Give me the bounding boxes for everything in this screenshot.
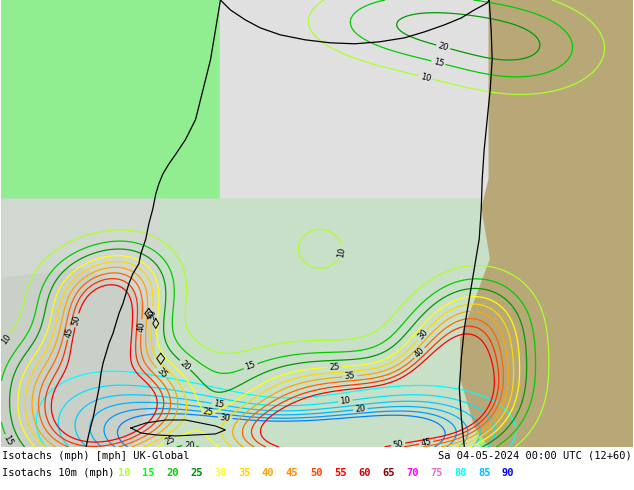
Text: 70: 70	[406, 468, 418, 478]
Text: 50: 50	[71, 314, 82, 327]
Text: 20: 20	[184, 441, 195, 450]
Text: 35: 35	[344, 371, 356, 381]
Text: 30: 30	[416, 328, 429, 342]
Text: 40: 40	[262, 468, 275, 478]
Text: 55: 55	[334, 468, 347, 478]
Text: 85: 85	[478, 468, 491, 478]
Polygon shape	[221, 0, 633, 254]
Text: 40: 40	[413, 346, 427, 360]
Polygon shape	[469, 0, 633, 447]
Text: Sa 04-05-2024 00:00 UTC (12+60): Sa 04-05-2024 00:00 UTC (12+60)	[438, 451, 632, 461]
Text: 75: 75	[430, 468, 443, 478]
Text: 30: 30	[214, 468, 226, 478]
Text: 25: 25	[330, 362, 340, 372]
Text: 10: 10	[420, 72, 432, 83]
Text: 30: 30	[147, 309, 157, 320]
Text: 35: 35	[155, 367, 169, 380]
Text: 10: 10	[0, 333, 13, 346]
Polygon shape	[1, 269, 161, 447]
Text: 10: 10	[340, 396, 351, 406]
Text: Isotachs (mph) [mph] UK-Global: Isotachs (mph) [mph] UK-Global	[2, 451, 190, 461]
Text: 15: 15	[2, 434, 15, 447]
Text: 15: 15	[244, 360, 257, 372]
Text: 25: 25	[203, 407, 214, 417]
Text: 65: 65	[382, 468, 394, 478]
Text: 25: 25	[190, 468, 202, 478]
Text: 20: 20	[178, 358, 192, 372]
Text: 50: 50	[310, 468, 323, 478]
Text: 10: 10	[336, 246, 347, 258]
Text: 45: 45	[420, 438, 432, 448]
Text: 90: 90	[502, 468, 515, 478]
Text: 45: 45	[63, 326, 75, 339]
Text: 45: 45	[286, 468, 299, 478]
Text: 15: 15	[213, 399, 225, 410]
Text: Isotachs 10m (mph): Isotachs 10m (mph)	[2, 468, 115, 478]
Text: 50: 50	[392, 439, 404, 450]
Text: 20: 20	[354, 404, 366, 414]
Polygon shape	[151, 199, 489, 447]
Text: 15: 15	[142, 468, 155, 478]
Text: 20: 20	[166, 468, 179, 478]
Text: 40: 40	[136, 321, 146, 332]
Text: 80: 80	[454, 468, 467, 478]
Polygon shape	[1, 199, 200, 447]
Text: 10: 10	[118, 468, 131, 478]
Text: 20: 20	[437, 41, 450, 52]
Text: 15: 15	[432, 57, 444, 68]
Text: 25: 25	[164, 435, 177, 447]
Text: 60: 60	[358, 468, 370, 478]
Text: 30: 30	[219, 413, 231, 423]
Polygon shape	[459, 0, 633, 447]
Text: 35: 35	[238, 468, 250, 478]
